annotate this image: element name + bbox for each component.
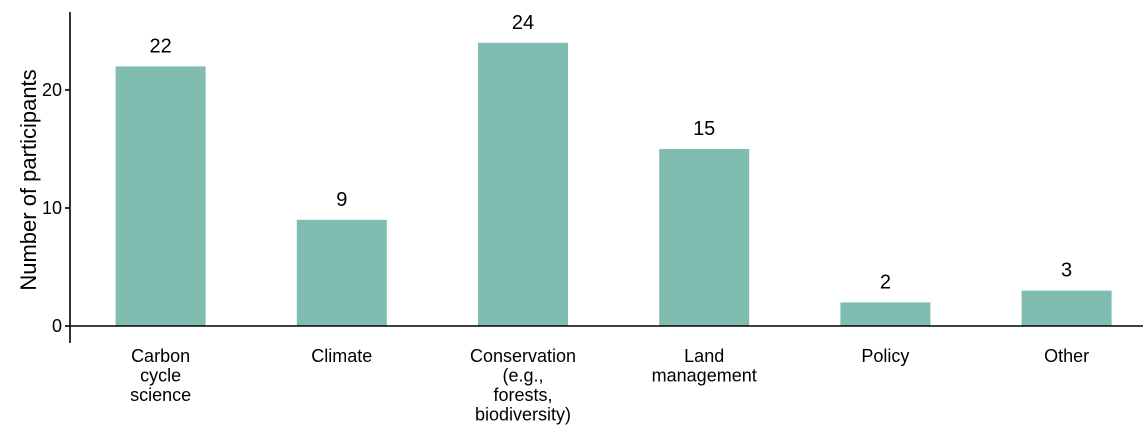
x-category-label: Land management — [652, 346, 757, 386]
bars-group — [115, 42, 1112, 327]
x-labels-group: Carbon cycle science Climate Conservation (e.… — [130, 346, 1089, 425]
bar — [840, 302, 931, 326]
bar-value-label: 3 — [1061, 260, 1072, 282]
x-category-label: Carbon cycle science — [130, 346, 191, 405]
x-category-label: Climate — [311, 346, 372, 366]
bar-value-label: 24 — [512, 12, 534, 34]
bar-value-label: 22 — [149, 35, 171, 57]
x-category-label: Conservation (e.g., forests, biodiversity) — [470, 346, 576, 425]
x-category-label: Other — [1044, 346, 1089, 366]
bar-value-label: 15 — [693, 118, 715, 140]
bar — [1021, 290, 1112, 326]
y-tick-label: 20 — [42, 80, 62, 100]
y-tick-label: 10 — [42, 198, 62, 218]
x-category-label: Policy — [861, 346, 909, 366]
data-labels-group: 22 9 24 15 2 3 — [149, 12, 1072, 294]
bar-value-label: 9 — [336, 189, 347, 211]
y-axis-title: Number of participants — [16, 69, 41, 290]
bar — [659, 149, 750, 326]
y-tick-label: 0 — [52, 316, 62, 336]
bar — [478, 42, 568, 327]
bar-value-label: 2 — [880, 271, 891, 293]
axes-group — [69, 12, 1143, 343]
bar — [115, 66, 206, 327]
y-ticks-group: 0 10 20 — [42, 80, 70, 336]
bar — [296, 219, 387, 326]
